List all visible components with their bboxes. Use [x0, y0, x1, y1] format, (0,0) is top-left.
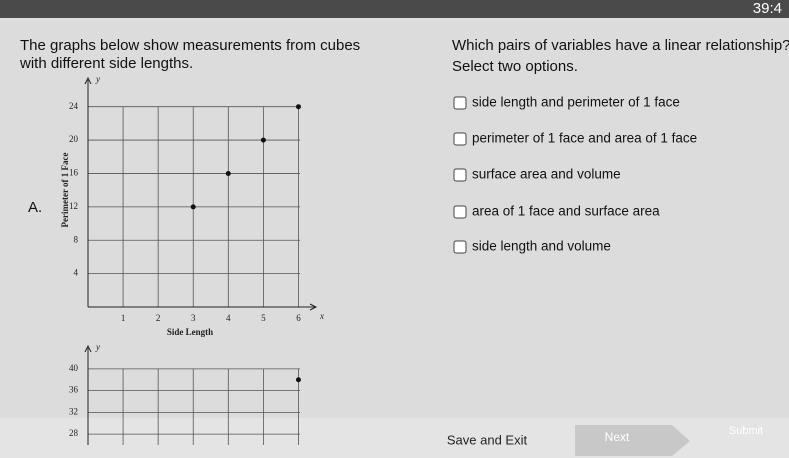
top-bar: [0, 0, 789, 18]
x-axis-label: Side Length: [167, 327, 213, 337]
checkbox[interactable]: [453, 96, 467, 110]
x-axis-arrow: [309, 303, 318, 311]
data-point: [190, 204, 196, 210]
question: Which pairs of variables have a linear r…: [452, 37, 789, 54]
y-tick-label: 36: [69, 385, 79, 395]
y-tick-label: 24: [69, 101, 79, 111]
y-axis-arrow: [84, 344, 92, 353]
checkbox[interactable]: [453, 240, 467, 254]
y-axis-arrow: [84, 76, 92, 85]
y-tick-label: 28: [69, 428, 79, 438]
option-label[interactable]: side length and volume: [472, 239, 611, 254]
prompt-line: The graphs below show measurements from …: [20, 37, 360, 54]
y-axis-label: Perimeter of 1 Face: [60, 152, 70, 227]
y-axis-letter: y: [95, 74, 100, 84]
option-label[interactable]: perimeter of 1 face and area of 1 face: [472, 131, 697, 146]
y-tick-label: 12: [69, 201, 78, 211]
submit-button[interactable]: Submit: [729, 425, 763, 437]
y-tick-label: 4: [74, 268, 79, 278]
x-tick-label: 6: [296, 313, 301, 323]
instruction: Select two options.: [452, 58, 578, 75]
x-tick-label: 5: [261, 313, 266, 323]
checkbox[interactable]: [453, 132, 467, 146]
option-label[interactable]: side length and perimeter of 1 face: [472, 95, 680, 110]
y-tick-label: 16: [69, 168, 79, 178]
x-tick-label: 3: [191, 313, 196, 323]
data-point: [225, 170, 231, 176]
next-button-bg[interactable]: [575, 425, 690, 456]
x-tick-label: 1: [121, 313, 126, 323]
y-axis-letter: y: [95, 342, 100, 352]
data-point: [295, 104, 301, 110]
y-tick-label: 20: [69, 134, 79, 144]
x-tick-label: 2: [156, 313, 161, 323]
timer: 39:4: [753, 0, 782, 17]
save-exit-button[interactable]: Save and Exit: [447, 432, 528, 447]
data-point: [295, 377, 301, 383]
y-tick-label: 40: [69, 363, 79, 373]
x-axis-letter: x: [319, 311, 324, 321]
checkbox[interactable]: [453, 205, 467, 219]
option-label[interactable]: surface area and volume: [472, 167, 621, 182]
prompt-line: with different side lengths.: [19, 55, 193, 72]
checkbox[interactable]: [453, 168, 467, 182]
y-tick-label: 8: [74, 234, 79, 244]
next-button[interactable]: Next: [605, 430, 630, 444]
option-label[interactable]: area of 1 face and surface area: [472, 204, 660, 219]
graph-label: A.: [28, 199, 42, 216]
data-point: [260, 137, 266, 143]
x-tick-label: 4: [226, 313, 231, 323]
y-tick-label: 32: [69, 406, 78, 416]
